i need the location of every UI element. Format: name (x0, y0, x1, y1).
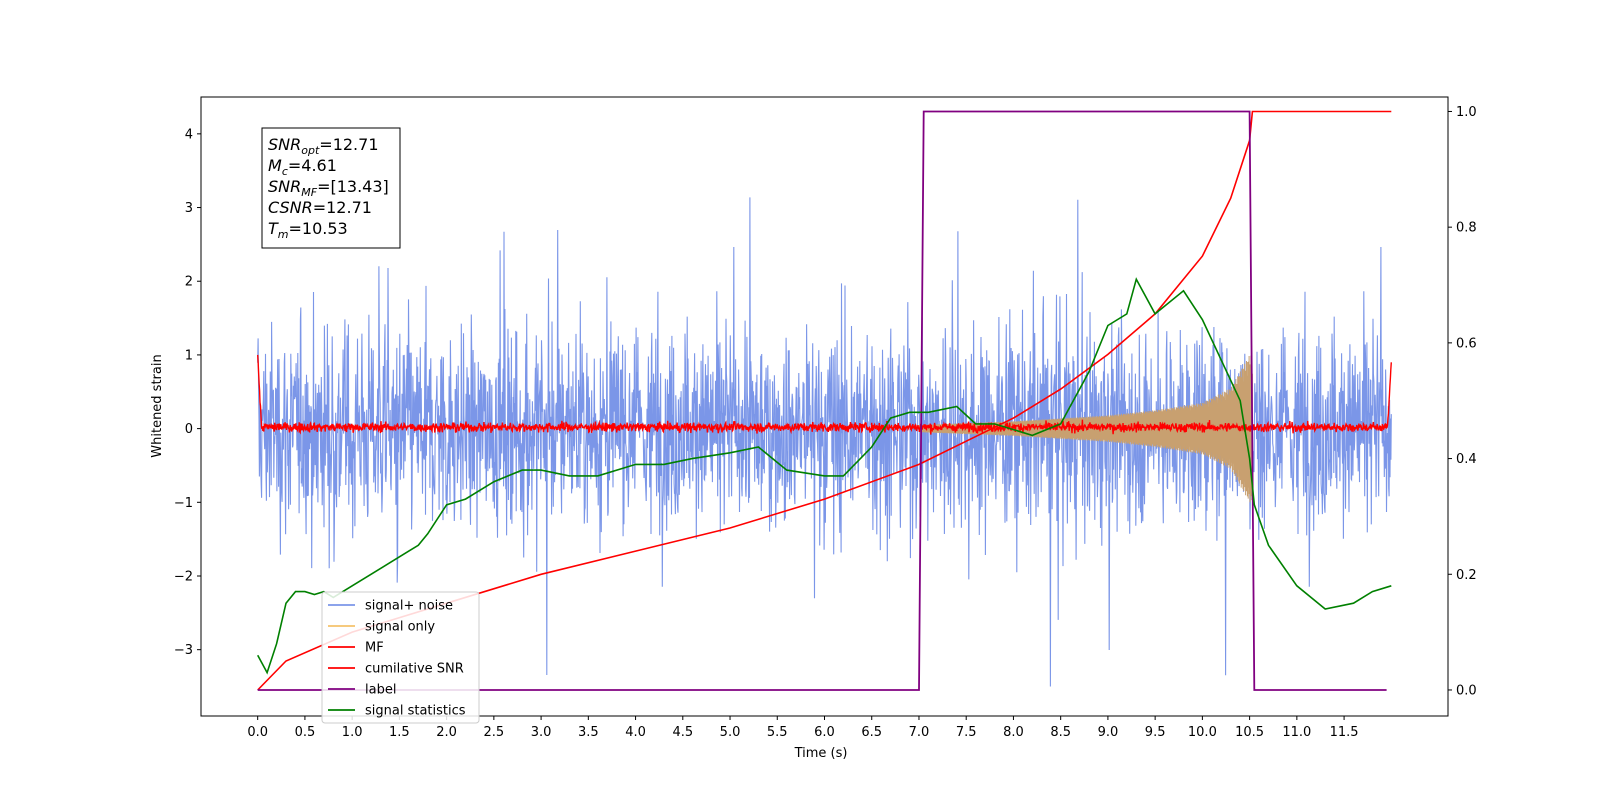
x-tick-label: 6.5 (861, 725, 882, 740)
y-axis-left-ticks: −3 −2 −1 0 1 2 3 4 (174, 127, 201, 658)
x-tick-label: 0.0 (247, 725, 268, 740)
y2-tick-label: 0.8 (1456, 221, 1477, 236)
series-mf (257, 354, 1392, 435)
annotation-line: Tm=10.53 (268, 219, 348, 241)
annotation-box: SNRopt=12.71Mc=4.61SNRMF=[13.43]CSNR=12.… (261, 127, 401, 249)
x-tick-label: 4.0 (625, 725, 646, 740)
x-tick-label: 5.5 (767, 725, 788, 740)
x-axis-label: Time (s) (794, 746, 848, 761)
y-axis-right-ticks: 0.0 0.2 0.4 0.6 0.8 1.0 (1448, 105, 1477, 698)
x-tick-label: 6.0 (814, 725, 835, 740)
x-tick-label: 7.0 (909, 725, 930, 740)
x-tick-label: 9.0 (1098, 725, 1119, 740)
legend-label: signal only (365, 620, 435, 635)
y2-tick-label: 0.6 (1456, 336, 1477, 351)
x-tick-label: 7.5 (956, 725, 977, 740)
x-tick-label: 2.5 (484, 725, 505, 740)
y-tick-label: −1 (174, 496, 193, 511)
x-tick-label: 3.0 (531, 725, 552, 740)
x-tick-label: 1.5 (389, 725, 410, 740)
y-tick-label: −2 (174, 569, 193, 584)
y2-tick-label: 0.2 (1456, 568, 1477, 583)
x-tick-label: 11.5 (1330, 725, 1359, 740)
legend-label: signal+ noise (365, 599, 453, 614)
x-tick-label: 4.5 (672, 725, 693, 740)
y2-tick-label: 0.0 (1456, 683, 1477, 698)
label-line (257, 110, 1387, 691)
x-tick-label: 8.0 (1003, 725, 1024, 740)
signal-statistics-line (256, 277, 1392, 675)
legend-label: signal statistics (365, 704, 466, 719)
legend-label: label (365, 683, 396, 698)
legend-label: cumilative SNR (365, 662, 464, 677)
legend: signal+ noise signal only MF cumilative SNR… (321, 591, 480, 724)
y2-tick-label: 0.4 (1456, 452, 1477, 467)
annotation-line: Mc=4.61 (268, 156, 337, 178)
mf-line (257, 354, 1392, 435)
x-tick-label: 11.0 (1282, 725, 1311, 740)
legend-label: MF (365, 641, 384, 656)
y-tick-label: 3 (185, 201, 193, 216)
y-axis-label: Whitened strain (150, 354, 165, 457)
series-signal-statistics (256, 277, 1392, 675)
x-tick-label: 1.0 (342, 725, 363, 740)
x-tick-label: 8.5 (1050, 725, 1071, 740)
x-tick-label: 5.0 (720, 725, 741, 740)
annotation-line: SNRMF=[13.43] (268, 177, 389, 199)
x-tick-label: 10.0 (1188, 725, 1217, 740)
x-tick-label: 9.5 (1145, 725, 1166, 740)
y2-tick-label: 1.0 (1456, 105, 1477, 120)
y-tick-label: 4 (185, 127, 193, 142)
x-axis-ticks: 0.0 0.5 1.0 1.5 2.0 2.5 3.0 3.5 4.0 4.5 5.0 5.5 6.0 6… (247, 716, 1359, 740)
y-tick-label: 2 (185, 275, 193, 290)
x-tick-label: 10.5 (1235, 725, 1264, 740)
annotation-line: CSNR=12.71 (268, 198, 372, 217)
y-tick-label: −3 (174, 643, 193, 658)
annotation-line: SNRopt=12.71 (268, 135, 379, 157)
series-label (257, 110, 1387, 691)
y-tick-label: 1 (185, 348, 193, 363)
y-tick-label: 0 (185, 422, 193, 437)
x-tick-label: 0.5 (295, 725, 316, 740)
x-tick-label: 2.0 (436, 725, 457, 740)
x-tick-label: 3.5 (578, 725, 599, 740)
